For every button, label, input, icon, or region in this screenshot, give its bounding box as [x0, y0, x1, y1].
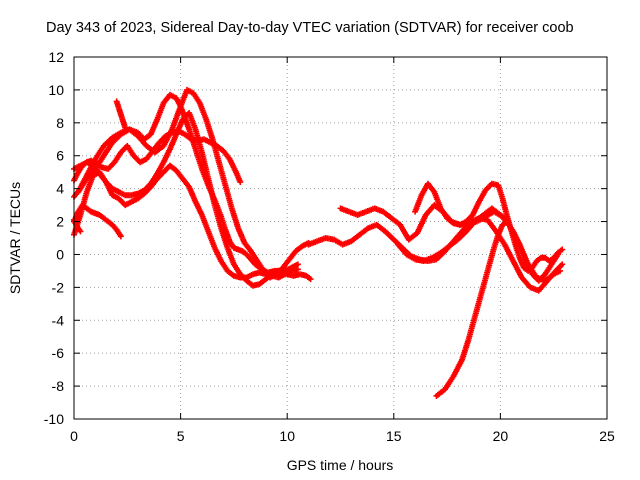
- x-axis-label: GPS time / hours: [287, 457, 394, 473]
- y-tick-label: -2: [52, 279, 65, 295]
- x-tick-label: 10: [279, 428, 295, 444]
- y-tick-label: -8: [52, 378, 65, 394]
- x-tick-label: 15: [386, 428, 402, 444]
- plot-frame: [73, 56, 608, 420]
- y-tick-label: -4: [52, 312, 65, 328]
- y-tick-label: 6: [56, 148, 64, 164]
- data-point: [237, 179, 244, 186]
- data-point: [307, 276, 314, 283]
- chart-title: Day 343 of 2023, Sidereal Day-to-day VTE…: [46, 20, 574, 36]
- y-tick-label: -6: [52, 345, 65, 361]
- grid: [74, 57, 607, 419]
- y-tick-label: 12: [48, 49, 64, 65]
- data-point: [557, 267, 564, 274]
- y-tick-label: 10: [48, 82, 64, 98]
- series-arc-6: [71, 202, 124, 240]
- y-tick-label: 0: [56, 246, 64, 262]
- x-tick-label: 25: [599, 428, 615, 444]
- data-point: [77, 228, 84, 235]
- y-tick-label: 2: [56, 214, 64, 230]
- axis-ticks: 0 5 10 15 20 25 -10 -8 -6 -4 -2 0 2 4 6 8 10 12: [44, 49, 615, 444]
- x-tick-label: 20: [493, 428, 509, 444]
- series-arc-13: [433, 218, 510, 399]
- data-point: [122, 124, 129, 131]
- x-tick-label: 0: [70, 428, 78, 444]
- y-tick-label: -10: [44, 411, 64, 427]
- y-tick-label: 8: [56, 115, 64, 131]
- data-point: [559, 261, 566, 268]
- series-arc-3: [75, 86, 312, 281]
- data-series: [71, 86, 566, 399]
- data-point: [503, 218, 510, 225]
- series-arc-12: [412, 180, 566, 274]
- series-arc-5: [71, 162, 301, 281]
- y-tick-label: 4: [56, 181, 64, 197]
- data-point: [117, 233, 124, 240]
- data-point: [294, 266, 301, 273]
- data-point: [559, 246, 566, 253]
- series-arc-7: [113, 98, 129, 131]
- y-axis-label: SDTVAR / TECUs: [7, 182, 23, 294]
- x-tick-label: 5: [177, 428, 185, 444]
- series-arc-4: [71, 109, 301, 289]
